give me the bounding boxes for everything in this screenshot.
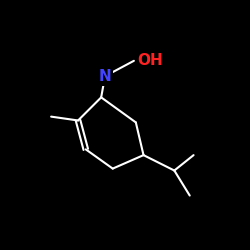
Text: OH: OH (138, 53, 164, 68)
Text: N: N (99, 69, 112, 84)
